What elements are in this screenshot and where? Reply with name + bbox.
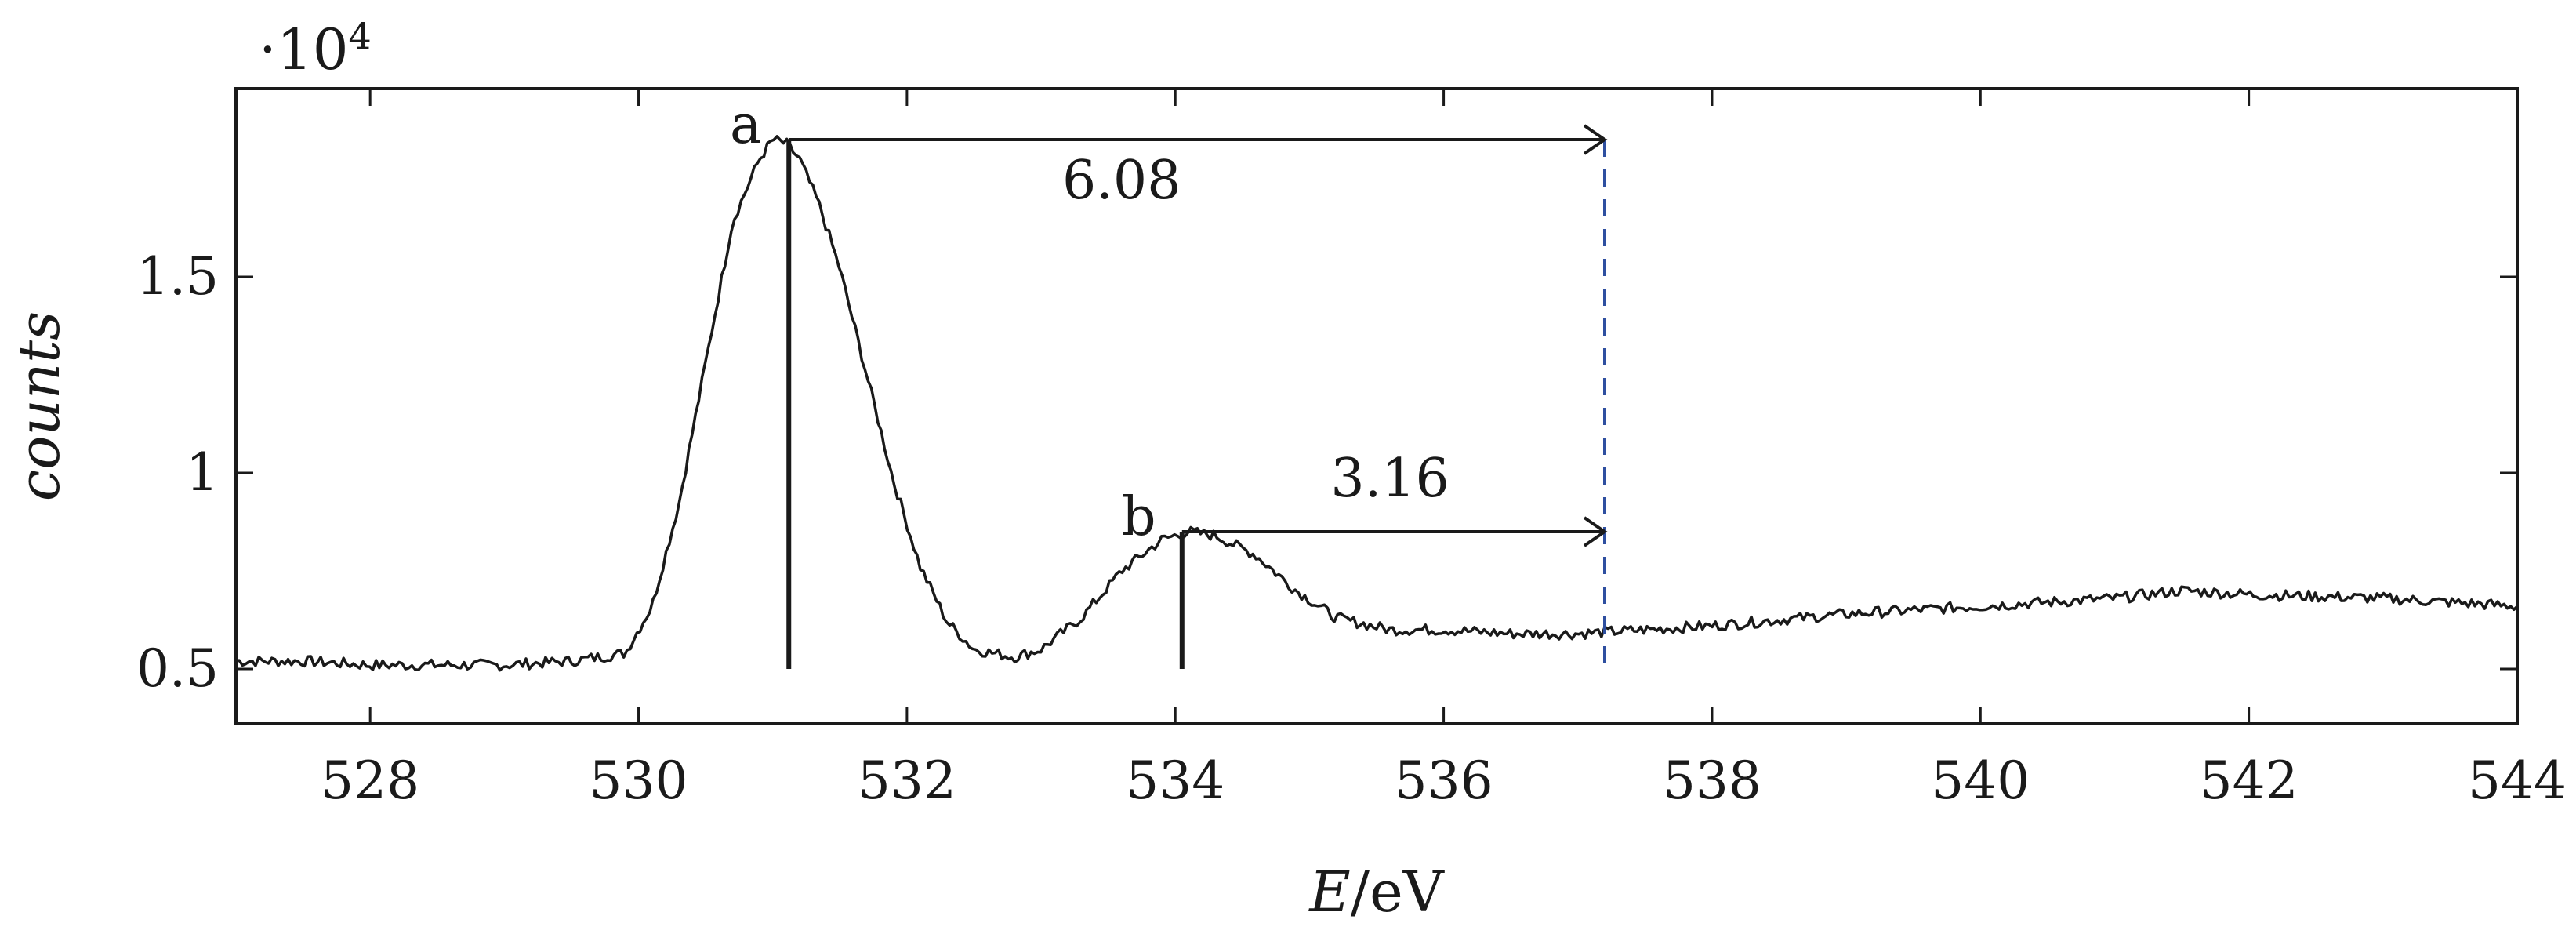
shift-arrowhead-0 — [1583, 124, 1608, 155]
peak-label-a: a — [730, 94, 762, 156]
y-axis-label: counts — [6, 311, 72, 501]
x-tick-label: 534 — [1126, 750, 1225, 811]
x-axis-label-unit: /eV — [1351, 859, 1446, 925]
x-tick-label: 542 — [2200, 750, 2298, 811]
y-tick-label: 1 — [186, 442, 219, 503]
y-scale-exponent: 4 — [349, 15, 372, 57]
x-tick-label: 540 — [1931, 750, 2030, 811]
y-tick-label: 1.5 — [136, 246, 219, 307]
x-axis-label-symbol: E — [1308, 859, 1351, 925]
x-tick-label: 532 — [858, 750, 956, 811]
x-axis-label: E/eV — [1308, 859, 1445, 925]
axes-layer: 528 530 532 534 536 538 540 542 544 0.5 1 1.5 — [136, 89, 2567, 811]
x-tick-label: 538 — [1663, 750, 1761, 811]
x-tick-label: 536 — [1395, 750, 1493, 811]
plot-frame — [234, 87, 2519, 725]
shift-value-label-1: 3.16 — [1330, 448, 1449, 510]
x-tick-label: 530 — [590, 750, 688, 811]
y-scale-label: ·104 — [259, 15, 372, 82]
x-tick-label: 544 — [2468, 750, 2567, 811]
plot-marks: a b 6.08 3.16 — [235, 94, 2519, 672]
spectrum-line — [235, 135, 2519, 672]
shift-value-label-0: 6.08 — [1062, 150, 1181, 212]
x-tick-label: 528 — [321, 750, 419, 811]
peak-label-b: b — [1122, 486, 1156, 548]
shift-arrowhead-1 — [1583, 516, 1608, 547]
y-tick-label: 0.5 — [136, 638, 219, 699]
